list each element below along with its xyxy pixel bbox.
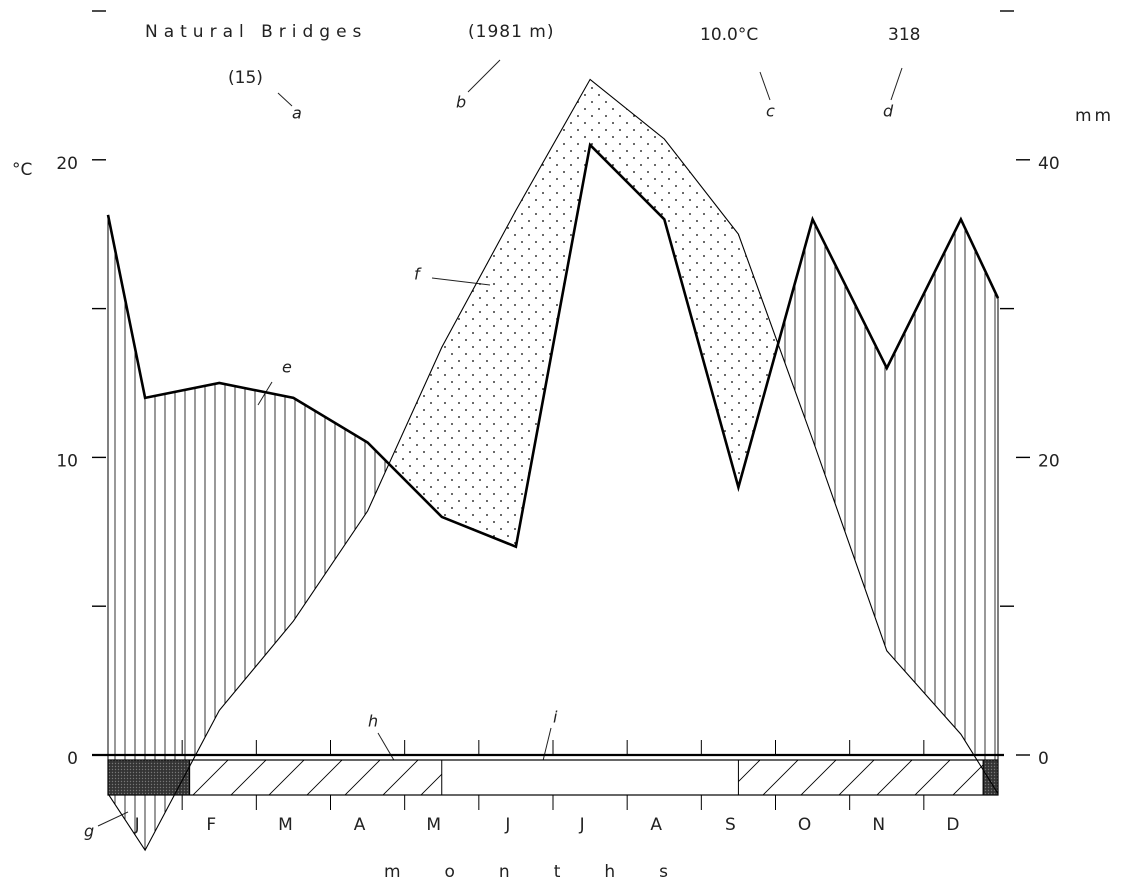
leader bbox=[759, 71, 771, 101]
y2-tick-label: 40 bbox=[1038, 154, 1060, 174]
data-line bbox=[107, 78, 999, 852]
letter: g bbox=[84, 822, 94, 841]
letter: h bbox=[368, 712, 378, 731]
annual-precipitation: 318 bbox=[888, 25, 920, 45]
letter: e bbox=[282, 358, 292, 377]
x-tick-label: O bbox=[798, 815, 811, 835]
data-line bbox=[106, 142, 1000, 549]
x-tick-label: S bbox=[725, 815, 736, 835]
frost-probable bbox=[189, 759, 443, 796]
letter: c bbox=[766, 102, 775, 121]
y-axis-label: °C bbox=[12, 160, 32, 180]
leader bbox=[467, 59, 501, 93]
x-tick-label: J bbox=[134, 815, 140, 835]
x-axis-label: months bbox=[384, 862, 712, 882]
x-tick-label: N bbox=[872, 815, 885, 835]
x-tick-label: F bbox=[206, 815, 216, 835]
leader bbox=[277, 92, 293, 107]
x-tick-label: J bbox=[504, 815, 510, 835]
y2-axis-label: mm bbox=[1075, 106, 1114, 126]
years: (15) bbox=[228, 68, 263, 88]
frost-certain bbox=[107, 759, 191, 796]
x-tick-label: M bbox=[278, 815, 293, 835]
station: Natural Bridges bbox=[145, 22, 367, 42]
y-tick-label: 10 bbox=[56, 451, 78, 471]
letter: b bbox=[456, 93, 466, 112]
x-tick-label: D bbox=[946, 815, 959, 835]
mean-temperature: 10.0°C bbox=[700, 25, 758, 45]
letter: d bbox=[883, 102, 894, 121]
elevation: (1981 m) bbox=[468, 22, 555, 42]
leader bbox=[890, 67, 903, 101]
x-tick-label: A bbox=[650, 815, 662, 835]
frost-probable bbox=[737, 759, 984, 796]
x-tick-label: J bbox=[579, 815, 585, 835]
y-tick-label: 0 bbox=[67, 749, 78, 769]
x-tick-label: A bbox=[354, 815, 366, 835]
letter: f bbox=[414, 265, 422, 284]
x-tick-label: M bbox=[426, 815, 441, 835]
letter: i bbox=[553, 708, 558, 727]
y-tick-label: 20 bbox=[56, 154, 78, 174]
y2-tick-label: 0 bbox=[1038, 749, 1049, 769]
y2-tick-label: 20 bbox=[1038, 451, 1060, 471]
letter: a bbox=[292, 104, 302, 123]
leader bbox=[377, 732, 396, 763]
